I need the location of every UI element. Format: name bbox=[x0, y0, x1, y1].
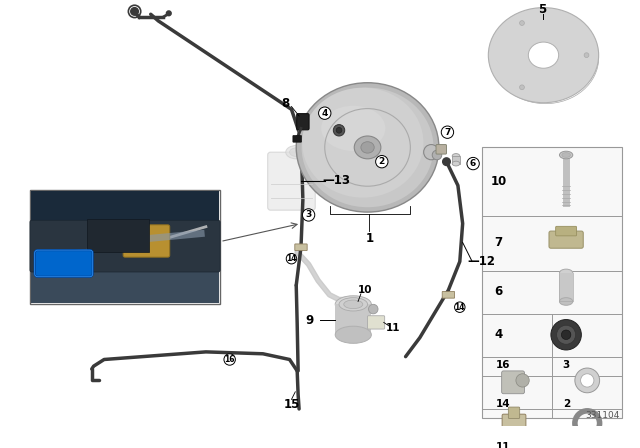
Bar bbox=[31, 191, 219, 231]
Text: 11: 11 bbox=[496, 442, 511, 448]
Ellipse shape bbox=[289, 148, 303, 156]
Ellipse shape bbox=[354, 136, 381, 159]
Ellipse shape bbox=[286, 146, 307, 159]
Bar bbox=[31, 264, 219, 303]
Text: 2: 2 bbox=[379, 157, 385, 166]
Ellipse shape bbox=[488, 8, 598, 103]
Text: 8: 8 bbox=[282, 97, 290, 110]
Ellipse shape bbox=[296, 83, 439, 212]
Ellipse shape bbox=[361, 142, 374, 153]
Circle shape bbox=[303, 209, 315, 221]
Bar bbox=[452, 156, 460, 164]
FancyBboxPatch shape bbox=[502, 414, 526, 432]
Circle shape bbox=[580, 374, 594, 387]
Text: 6: 6 bbox=[470, 159, 476, 168]
Circle shape bbox=[557, 325, 575, 344]
Circle shape bbox=[333, 125, 345, 136]
Ellipse shape bbox=[452, 161, 460, 166]
Ellipse shape bbox=[335, 296, 371, 313]
Text: 6: 6 bbox=[495, 285, 503, 298]
Circle shape bbox=[454, 302, 465, 312]
Circle shape bbox=[516, 374, 529, 387]
Text: 331104: 331104 bbox=[585, 411, 620, 420]
Text: —12: —12 bbox=[468, 255, 495, 268]
FancyBboxPatch shape bbox=[295, 244, 307, 250]
FancyBboxPatch shape bbox=[549, 231, 583, 248]
FancyBboxPatch shape bbox=[35, 250, 93, 277]
Text: 10: 10 bbox=[491, 175, 507, 188]
Circle shape bbox=[520, 21, 524, 26]
Circle shape bbox=[443, 158, 451, 165]
Text: 5: 5 bbox=[538, 3, 547, 16]
Circle shape bbox=[376, 155, 388, 168]
Ellipse shape bbox=[529, 42, 559, 68]
Text: 9: 9 bbox=[305, 314, 314, 327]
Ellipse shape bbox=[452, 154, 460, 158]
Circle shape bbox=[336, 127, 342, 133]
Circle shape bbox=[131, 8, 138, 15]
Circle shape bbox=[424, 145, 439, 160]
FancyBboxPatch shape bbox=[293, 136, 301, 142]
Bar bbox=[335, 304, 371, 335]
FancyBboxPatch shape bbox=[30, 220, 220, 272]
Circle shape bbox=[432, 150, 442, 160]
Text: 14: 14 bbox=[454, 303, 465, 312]
Text: 16: 16 bbox=[496, 360, 511, 370]
Ellipse shape bbox=[339, 297, 367, 311]
Circle shape bbox=[520, 85, 524, 90]
Text: —13: —13 bbox=[322, 174, 350, 187]
Ellipse shape bbox=[344, 300, 363, 309]
Text: 7: 7 bbox=[495, 236, 503, 249]
Bar bbox=[559, 273, 573, 302]
Circle shape bbox=[319, 107, 331, 119]
Circle shape bbox=[551, 319, 581, 350]
FancyBboxPatch shape bbox=[297, 114, 309, 130]
FancyBboxPatch shape bbox=[123, 225, 170, 257]
Text: 15: 15 bbox=[284, 398, 300, 411]
Ellipse shape bbox=[559, 269, 573, 277]
FancyBboxPatch shape bbox=[268, 152, 316, 210]
Ellipse shape bbox=[335, 326, 371, 343]
Ellipse shape bbox=[321, 106, 385, 151]
Bar bbox=[30, 190, 220, 304]
Text: 16: 16 bbox=[225, 355, 235, 364]
Circle shape bbox=[369, 304, 378, 314]
Bar bbox=[482, 147, 623, 418]
Circle shape bbox=[584, 53, 589, 57]
Text: 3: 3 bbox=[305, 211, 312, 220]
Circle shape bbox=[575, 368, 600, 393]
FancyBboxPatch shape bbox=[442, 292, 454, 298]
Ellipse shape bbox=[559, 151, 573, 159]
Circle shape bbox=[166, 11, 171, 16]
Text: 14: 14 bbox=[496, 399, 511, 409]
FancyBboxPatch shape bbox=[502, 371, 524, 394]
Circle shape bbox=[561, 330, 571, 340]
Text: 11: 11 bbox=[386, 323, 401, 333]
Text: 14: 14 bbox=[286, 254, 297, 263]
Text: 1: 1 bbox=[365, 232, 374, 245]
Circle shape bbox=[286, 254, 297, 264]
FancyBboxPatch shape bbox=[436, 145, 447, 154]
Circle shape bbox=[467, 157, 479, 170]
FancyBboxPatch shape bbox=[508, 407, 520, 418]
Ellipse shape bbox=[302, 88, 424, 198]
FancyBboxPatch shape bbox=[556, 226, 577, 236]
Circle shape bbox=[441, 126, 454, 138]
FancyBboxPatch shape bbox=[367, 316, 385, 329]
Ellipse shape bbox=[562, 153, 570, 157]
Ellipse shape bbox=[559, 297, 573, 305]
Circle shape bbox=[224, 354, 236, 365]
Text: 7: 7 bbox=[444, 128, 451, 137]
Bar bbox=[87, 219, 149, 252]
Text: 3: 3 bbox=[563, 360, 570, 370]
Text: 10: 10 bbox=[358, 285, 372, 295]
Ellipse shape bbox=[301, 88, 433, 207]
Text: 4: 4 bbox=[321, 109, 328, 118]
Text: 4: 4 bbox=[495, 328, 503, 341]
Text: 2: 2 bbox=[563, 399, 570, 409]
